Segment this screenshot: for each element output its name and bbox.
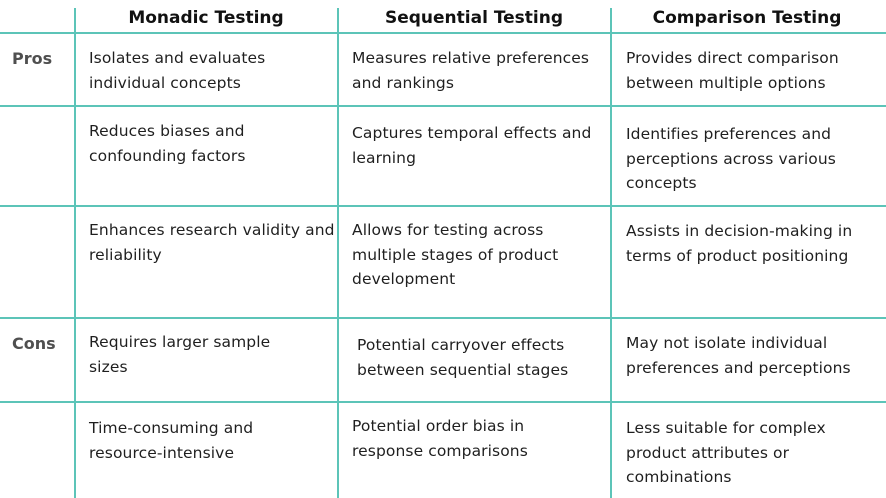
grid-line-v2 bbox=[337, 8, 339, 498]
grid-line-row4 bbox=[0, 401, 886, 403]
grid-line-row3 bbox=[0, 317, 886, 319]
grid-line-row2 bbox=[0, 205, 886, 207]
cell-r1-monadic: Isolates and evaluates individual concep… bbox=[89, 49, 266, 92]
cell-r4-monadic: Requires larger sample sizes bbox=[89, 333, 271, 376]
header-monadic: Monadic Testing bbox=[128, 8, 284, 28]
cell-r2-sequential: Captures temporal effects and learning bbox=[352, 124, 592, 167]
grid-line-header bbox=[0, 32, 886, 34]
cell-r5-comparison: Less suitable for complex product attrib… bbox=[626, 419, 826, 486]
cell-r3-monadic: Enhances research validity and reliabili… bbox=[89, 221, 335, 264]
cell-r2-comparison: Identifies preferences and perceptions a… bbox=[626, 125, 836, 192]
header-sequential: Sequential Testing bbox=[384, 8, 564, 28]
cell-r4-comparison: May not isolate individual preferences a… bbox=[626, 334, 851, 377]
cell-r3-comparison: Assists in decision-making in terms of p… bbox=[626, 222, 853, 265]
cell-r5-monadic: Time-consuming and resource-intensive bbox=[89, 419, 254, 462]
row-label-cons: Cons bbox=[12, 334, 56, 353]
cell-r4-sequential: Potential carryover effects between sequ… bbox=[357, 336, 569, 379]
cell-r1-sequential: Measures relative preferences and rankin… bbox=[352, 49, 590, 92]
grid-line-v3 bbox=[610, 8, 612, 498]
grid-line-row1 bbox=[0, 105, 886, 107]
cell-r1-comparison: Provides direct comparison between multi… bbox=[626, 49, 839, 92]
row-label-pros: Pros bbox=[12, 49, 53, 68]
cell-r3-sequential: Allows for testing across multiple stage… bbox=[352, 221, 559, 288]
cell-r5-sequential: Potential order bias in response compari… bbox=[352, 417, 528, 460]
grid-line-v1 bbox=[74, 8, 76, 498]
header-comparison: Comparison Testing bbox=[652, 8, 842, 28]
cell-r2-monadic: Reduces biases and confounding factors bbox=[89, 122, 246, 165]
